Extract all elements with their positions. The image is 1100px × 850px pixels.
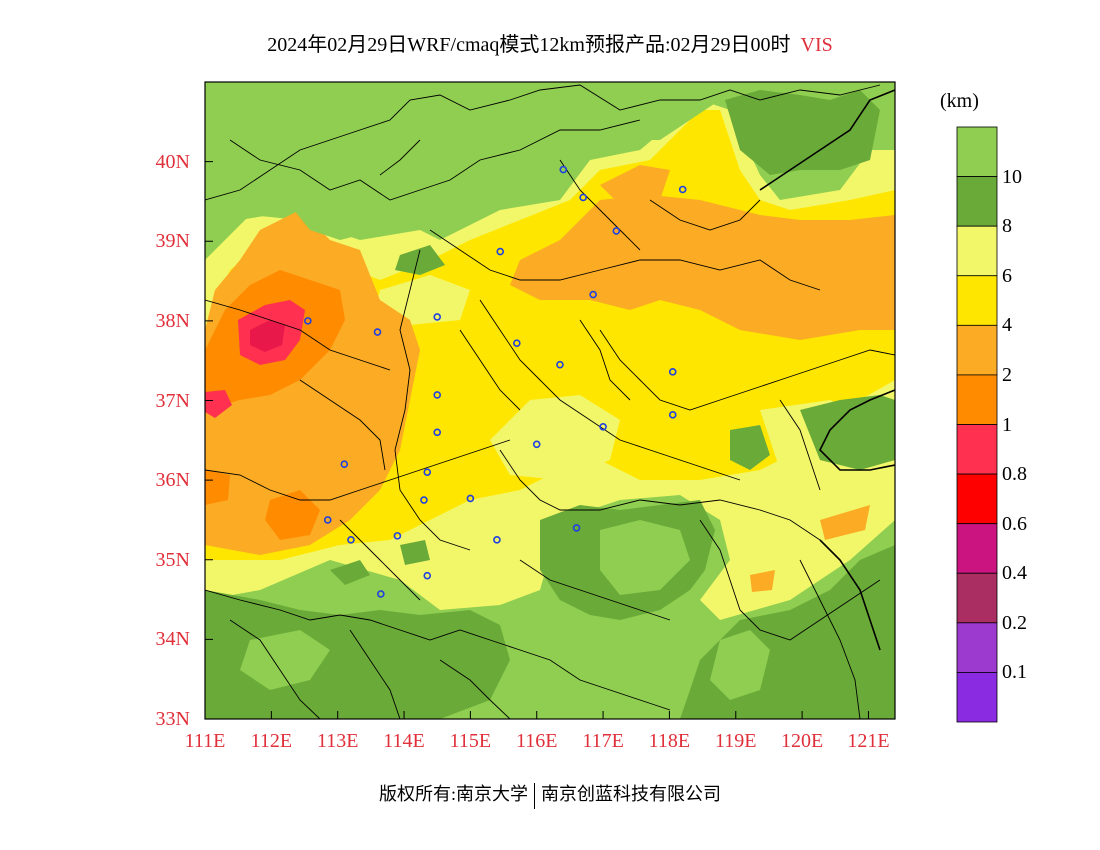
- lon-tick-label: 117E: [582, 730, 624, 752]
- colorbar-swatch: [956, 424, 998, 475]
- station-marker: [423, 468, 432, 476]
- footer-separator: [534, 782, 535, 809]
- colorbar-label: 0.2: [1002, 611, 1027, 634]
- lon-tick-label: 114E: [383, 730, 425, 752]
- station-marker: [496, 247, 505, 256]
- station-marker: [668, 411, 677, 419]
- colorbar-label: 4: [1002, 314, 1012, 337]
- lon-tick-label: 112E: [250, 730, 293, 752]
- lat-tick-label: 37N: [155, 389, 190, 412]
- colorbar-label: 0.4: [1002, 562, 1027, 585]
- coastline: [759, 89, 895, 651]
- title-main: 2024年02月29日WRF/cmaq模式12km预报产品:02月29日00时: [267, 34, 791, 56]
- lon-tick-label: 119E: [715, 730, 757, 752]
- station-marker: [668, 368, 677, 376]
- station-marker: [420, 496, 428, 504]
- colorbar-swatch: [956, 473, 998, 525]
- station-marker: [579, 193, 587, 202]
- colorbar-label: 10: [1002, 165, 1022, 188]
- station-marker: [493, 536, 501, 544]
- colorbar-label: 0.8: [1002, 463, 1027, 486]
- lat-tick-label: 36N: [155, 469, 190, 492]
- lat-tick-label: 33N: [155, 708, 190, 730]
- colorbar-swatch: [956, 374, 998, 425]
- colorbar-swatch: [956, 324, 998, 376]
- lon-tick-label: 116E: [515, 730, 558, 752]
- station-marker: [433, 391, 442, 399]
- lon-tick-label: 115E: [449, 730, 492, 752]
- station-marker: [433, 313, 442, 321]
- colorbar-label: 6: [1002, 264, 1012, 287]
- colorbar-label: 8: [1002, 215, 1012, 238]
- station-marker: [377, 590, 385, 598]
- colorbar-swatch: [956, 672, 998, 723]
- page-title: 2024年02月29日WRF/cmaq模式12km预报产品:02月29日00时 V…: [0, 28, 1100, 57]
- footer: 版权所有:南京大学 南京创蓝科技有限公司: [0, 780, 1100, 809]
- station-marker: [532, 440, 541, 449]
- station-marker: [347, 536, 355, 544]
- lon-tick-label: 118E: [648, 730, 691, 752]
- lon-tick-label: 121E: [847, 730, 890, 752]
- station-marker: [572, 524, 581, 532]
- lon-tick-label: 120E: [781, 730, 824, 752]
- colorbar-unit: (km): [940, 90, 979, 112]
- station-marker: [423, 571, 432, 580]
- lat-tick-label: 39N: [155, 230, 190, 253]
- visibility-field: [205, 82, 895, 719]
- axis-tick-marks: [204, 161, 869, 720]
- footer-copyright: 版权所有:南京大学: [378, 784, 528, 804]
- colorbar-label: 0.6: [1002, 512, 1027, 535]
- lat-tick-label: 38N: [155, 309, 190, 332]
- station-marker: [433, 428, 442, 437]
- colorbar-swatch: [956, 622, 998, 673]
- colorbar-swatch: [956, 126, 998, 177]
- lat-tick-label: 40N: [155, 150, 190, 173]
- admin-boundaries: [205, 84, 895, 719]
- colorbar-swatch: [956, 523, 998, 574]
- station-marker: [612, 227, 621, 235]
- title-variable: VIS: [800, 34, 833, 56]
- lon-tick-label: 111E: [184, 730, 226, 752]
- colorbar-swatch: [956, 572, 998, 624]
- station-marker: [373, 328, 382, 336]
- colorbar-swatch: [956, 176, 998, 227]
- station-marker: [678, 185, 687, 194]
- station-marker: [466, 494, 475, 503]
- lat-tick-label: 34N: [155, 628, 190, 651]
- colorbar: [956, 126, 998, 723]
- station-marker: [304, 317, 312, 325]
- station-marker: [323, 516, 332, 524]
- station-marker: [559, 165, 568, 174]
- station-marker: [340, 460, 349, 469]
- lon-tick-label: 113E: [316, 730, 359, 752]
- colorbar-swatch: [956, 225, 998, 277]
- colorbar-label: 2: [1002, 363, 1012, 386]
- footer-company: 南京创蓝科技有限公司: [541, 784, 721, 804]
- station-marker: [589, 290, 597, 299]
- colorbar-label: 1: [1002, 413, 1012, 436]
- station-marker: [599, 422, 607, 431]
- station-marker: [393, 532, 402, 540]
- lat-tick-label: 35N: [155, 548, 190, 571]
- station-marker: [556, 360, 564, 369]
- station-markers: [304, 165, 687, 598]
- colorbar-swatch: [956, 275, 998, 326]
- colorbar-label: 0.1: [1002, 661, 1027, 684]
- station-marker: [513, 339, 521, 347]
